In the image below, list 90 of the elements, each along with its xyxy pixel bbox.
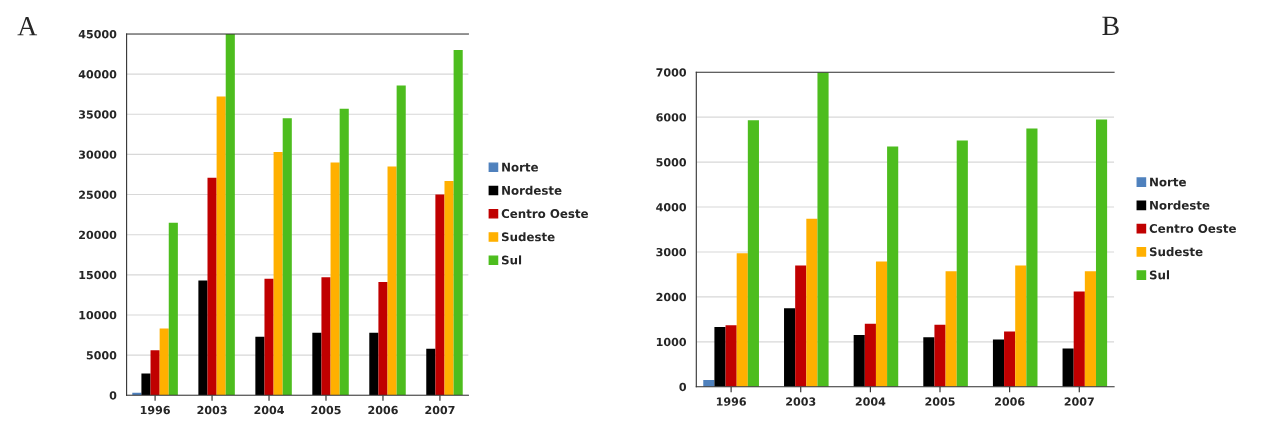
y-tick-label: 20000 xyxy=(79,230,117,240)
x-tick-label: 1996 xyxy=(716,397,746,406)
x-tick-label: 2006 xyxy=(995,397,1025,406)
legend-label: Sudeste xyxy=(501,232,555,242)
bar xyxy=(992,339,1005,387)
bar xyxy=(426,348,436,396)
bar xyxy=(150,350,160,396)
x-tick-label: 2005 xyxy=(925,397,955,406)
legend-label: Norte xyxy=(1150,177,1186,187)
y-tick-label: 40000 xyxy=(78,70,117,79)
bar xyxy=(198,280,208,396)
bar xyxy=(1026,128,1038,387)
bar xyxy=(956,140,968,387)
bar xyxy=(806,218,818,387)
bar xyxy=(282,118,292,396)
bar xyxy=(923,337,935,387)
legend-label: Centro Oeste xyxy=(501,209,589,219)
y-tick-label: 4000 xyxy=(656,203,687,212)
bar xyxy=(453,50,463,396)
bar xyxy=(853,335,865,387)
bar xyxy=(784,308,796,387)
bar xyxy=(875,261,888,387)
y-tick-label: 5000 xyxy=(86,351,117,360)
bar xyxy=(736,253,748,387)
x-tick-label: 2007 xyxy=(425,405,455,415)
bar xyxy=(444,180,454,396)
bar xyxy=(817,72,829,387)
bar xyxy=(725,325,737,387)
chart-title: B xyxy=(1102,16,1119,35)
y-tick-label: 45000 xyxy=(78,29,117,39)
legend-label: Nordeste xyxy=(502,185,562,195)
y-tick-label: 30000 xyxy=(78,150,117,159)
y-tick-label: 25000 xyxy=(79,190,117,199)
bar xyxy=(945,271,957,387)
bar xyxy=(887,146,899,387)
bar xyxy=(864,323,876,387)
bar xyxy=(216,96,226,396)
bar xyxy=(168,222,178,396)
legend-label: Sul xyxy=(1149,270,1170,280)
legend-label: Nordeste xyxy=(1150,200,1210,210)
bar xyxy=(1073,291,1085,387)
bar xyxy=(330,162,340,396)
y-tick-label: 3000 xyxy=(656,247,687,257)
bar xyxy=(378,282,388,396)
y-tick-label: 2000 xyxy=(656,292,687,302)
bar xyxy=(714,326,726,387)
bar xyxy=(273,152,283,396)
bar xyxy=(387,166,397,396)
legend-label: Sul xyxy=(501,255,522,265)
bar xyxy=(1084,271,1096,387)
bar xyxy=(321,277,331,396)
bar xyxy=(225,34,235,396)
bar xyxy=(312,332,322,396)
bar xyxy=(264,278,274,396)
bar xyxy=(934,324,946,387)
y-tick-label: 5000 xyxy=(656,158,687,167)
bar xyxy=(1095,119,1108,387)
bar xyxy=(339,108,349,396)
bar xyxy=(1062,348,1074,387)
y-tick-label: 35000 xyxy=(78,110,117,119)
x-tick-label: 2004 xyxy=(254,405,284,415)
y-tick-label: 7000 xyxy=(656,68,687,77)
bar xyxy=(435,194,445,396)
legend-label: Sudeste xyxy=(1149,247,1203,257)
bar xyxy=(1004,331,1016,387)
y-tick-label: 15000 xyxy=(79,270,117,280)
bar xyxy=(255,336,265,396)
y-tick-label: 0 xyxy=(679,382,687,392)
bar xyxy=(159,328,169,396)
x-tick-label: 2003 xyxy=(786,397,816,406)
y-tick-label: 1000 xyxy=(656,337,687,347)
bar xyxy=(1015,265,1027,387)
y-tick-label: 10000 xyxy=(79,310,117,320)
bar xyxy=(141,373,151,396)
y-tick-label: 0 xyxy=(109,391,117,400)
x-tick-label: 2006 xyxy=(368,405,398,415)
legend-label: Norte xyxy=(502,162,538,172)
x-tick-label: 1996 xyxy=(140,405,170,415)
bar xyxy=(795,265,807,387)
x-tick-label: 2007 xyxy=(1064,397,1094,406)
x-tick-label: 2003 xyxy=(197,405,227,415)
bar xyxy=(396,85,406,396)
x-tick-label: 2005 xyxy=(311,405,341,415)
bar xyxy=(207,177,217,396)
bar xyxy=(747,120,759,387)
y-tick-label: 6000 xyxy=(656,113,687,122)
legend-label: Centro Oeste xyxy=(1149,224,1236,233)
bar xyxy=(369,332,379,396)
chart-title: A xyxy=(17,16,38,36)
x-tick-label: 2004 xyxy=(855,397,886,406)
